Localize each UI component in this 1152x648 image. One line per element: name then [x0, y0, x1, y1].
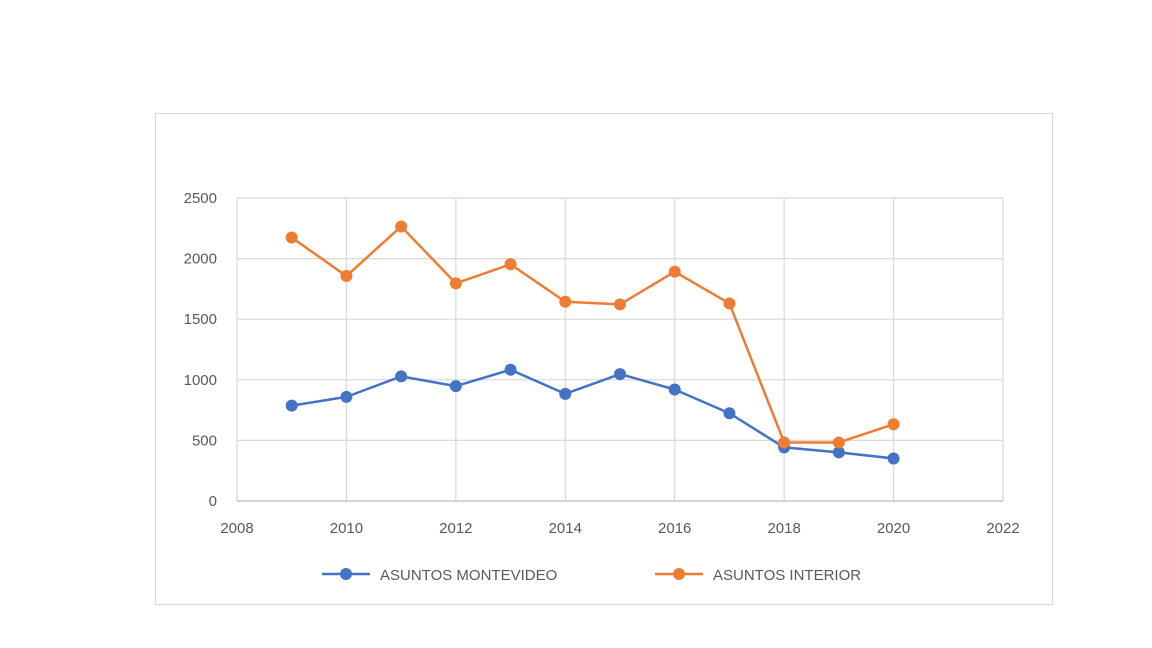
legend-label: ASUNTOS INTERIOR	[713, 567, 861, 584]
gridlines	[236, 197, 1004, 502]
data-point	[668, 383, 681, 396]
data-point	[340, 270, 353, 283]
data-point	[559, 295, 572, 308]
legend-marker	[340, 568, 352, 580]
data-point	[395, 220, 408, 233]
data-point	[340, 390, 353, 403]
chart-frame	[155, 113, 1053, 605]
y-tick-label: 2000	[184, 251, 217, 268]
data-point	[832, 446, 845, 459]
x-tick-label: 2020	[877, 520, 910, 537]
x-tick-label: 2016	[658, 520, 691, 537]
y-tick-label: 500	[192, 432, 217, 449]
data-point	[614, 368, 626, 381]
y-tick-label: 1000	[184, 372, 217, 389]
data-point	[285, 399, 298, 412]
y-axis-ticks: 0 500 1000 1500 2000 2500	[184, 190, 217, 510]
data-point	[559, 387, 572, 400]
series-line-1	[290, 225, 894, 444]
data-point	[832, 436, 845, 449]
data-point	[395, 370, 408, 383]
data-point	[668, 265, 681, 278]
data-point	[504, 258, 517, 271]
y-tick-label: 1500	[184, 311, 217, 328]
legend: ASUNTOS MONTEVIDEO ASUNTOS INTERIOR	[322, 567, 861, 584]
data-point	[778, 436, 791, 449]
data-point	[449, 277, 462, 290]
data-point	[887, 418, 900, 431]
x-tick-label: 2022	[986, 520, 1019, 537]
data-point	[887, 452, 900, 465]
x-tick-label: 2018	[767, 520, 800, 537]
x-tick-label: 2010	[330, 520, 363, 537]
legend-label: ASUNTOS MONTEVIDEO	[380, 567, 557, 584]
series-group	[285, 220, 900, 465]
data-point	[504, 363, 517, 376]
legend-marker	[673, 568, 685, 580]
data-point	[614, 298, 626, 311]
x-tick-label: 2012	[439, 520, 472, 537]
y-tick-label: 2500	[184, 190, 217, 207]
y-tick-label: 0	[209, 493, 217, 510]
data-point	[723, 297, 736, 310]
x-tick-label: 2014	[549, 520, 582, 537]
data-point	[723, 407, 736, 420]
data-point	[285, 231, 298, 244]
x-tick-label: 2008	[220, 520, 253, 537]
series-line-0	[291, 368, 894, 460]
x-axis-ticks: 2008 2010 2012 2014 2016 2018 2020 2022	[220, 520, 1019, 537]
data-point	[449, 380, 462, 393]
